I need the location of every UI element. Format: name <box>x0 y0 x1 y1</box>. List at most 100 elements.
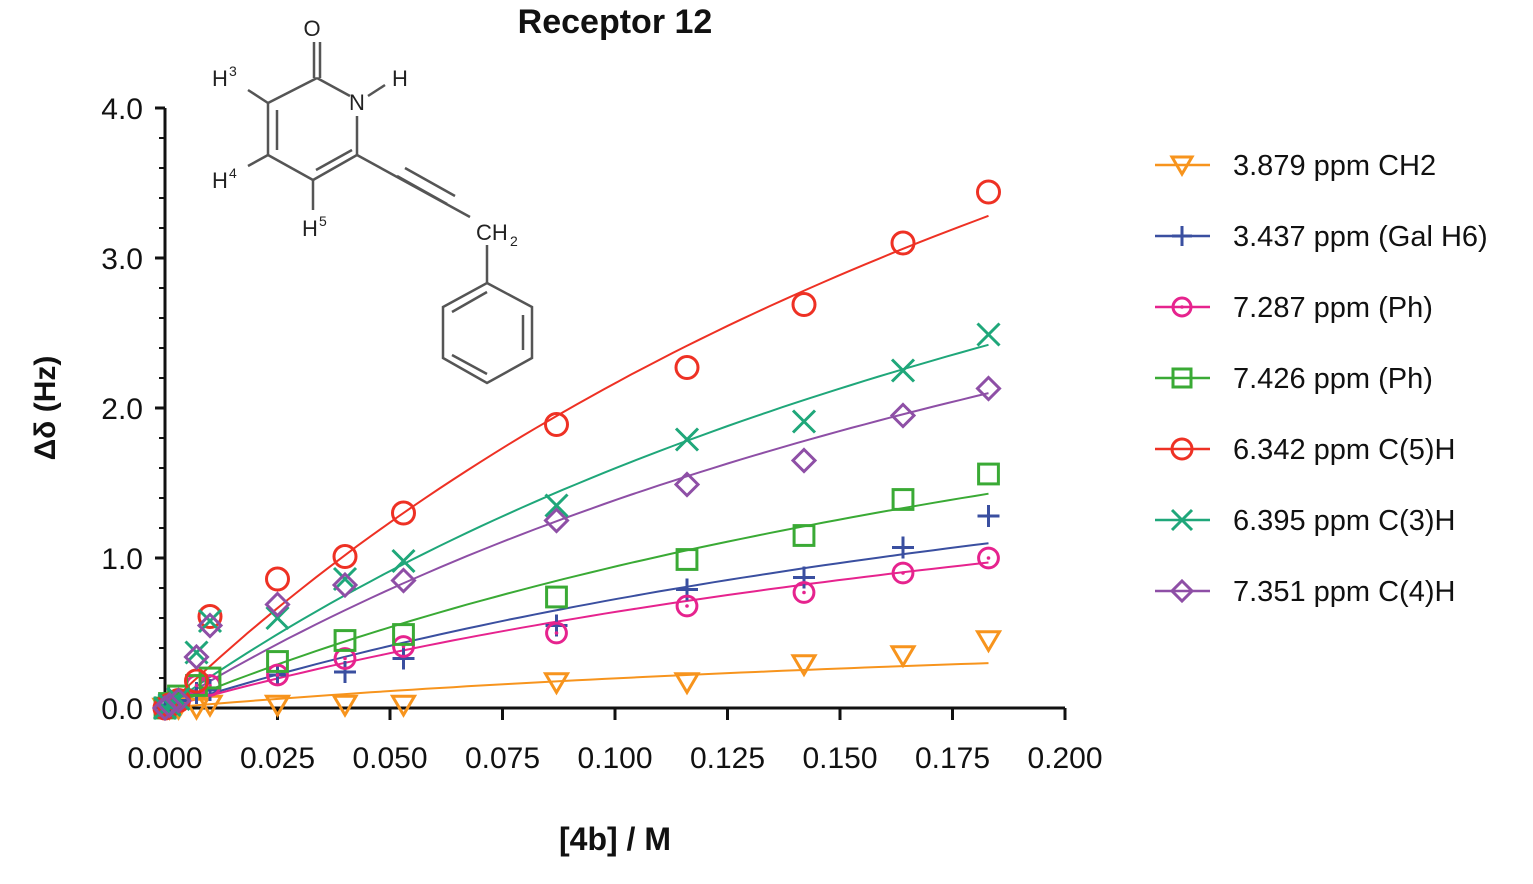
legend-marker <box>1171 296 1193 318</box>
data-point <box>166 686 191 712</box>
legend-label: 7.287 ppm (Ph) <box>1233 292 1433 324</box>
fit-curves <box>164 214 989 709</box>
triangle-down-marker <box>263 694 292 718</box>
circle-marker <box>977 546 1000 570</box>
data-point <box>332 566 358 592</box>
data-point <box>545 585 568 609</box>
data-point <box>892 536 914 559</box>
triangle-down-marker <box>389 694 418 718</box>
data-point <box>392 647 415 670</box>
data-point <box>790 447 818 474</box>
x-axis-label: [4b] / M <box>559 821 671 857</box>
data-point <box>331 694 359 718</box>
chart-title: Receptor 12 <box>518 3 713 41</box>
data-point <box>334 661 356 683</box>
data-point <box>266 650 289 673</box>
diamond-marker <box>975 375 1002 402</box>
dot-marker <box>685 604 689 608</box>
data-point <box>197 604 223 629</box>
data-point <box>675 594 699 618</box>
x-marker-b <box>890 358 916 383</box>
svg-text:H: H <box>302 216 318 241</box>
x-tick-label: 0.025 <box>240 742 315 775</box>
data-point <box>889 402 917 429</box>
circle-marker <box>545 621 568 645</box>
data-point <box>674 427 700 452</box>
triangle-down-marker <box>542 672 571 696</box>
triangle-down-marker <box>974 630 1003 654</box>
data-point <box>544 412 569 437</box>
data-point <box>264 591 291 618</box>
y-tick-label: 3.0 <box>101 243 143 276</box>
data-point <box>198 666 222 690</box>
legend-label: 3.437 ppm (Gal H6) <box>1233 221 1488 253</box>
circle-marker <box>266 663 289 687</box>
legend-marker <box>1169 155 1195 177</box>
fit-curve <box>164 343 989 709</box>
data-point <box>977 546 1000 570</box>
x-marker-b <box>976 322 1001 347</box>
data-point <box>977 462 1000 486</box>
data-point <box>543 507 570 534</box>
svg-text:5: 5 <box>319 213 327 229</box>
circle-marker <box>265 566 290 592</box>
legend-label: 6.342 ppm C(5)H <box>1233 434 1455 466</box>
diamond-marker <box>543 507 570 534</box>
legend-marker <box>1170 508 1194 532</box>
data-point <box>792 581 816 604</box>
svg-text:O: O <box>303 16 320 41</box>
data-point <box>391 548 416 574</box>
legend-marker <box>1169 578 1195 604</box>
x-marker-b <box>1170 508 1194 532</box>
data-point <box>976 322 1001 347</box>
square-marker <box>792 524 816 547</box>
square-marker <box>891 488 915 511</box>
data-point <box>793 566 815 589</box>
legend-label: 3.879 ppm CH2 <box>1233 150 1436 182</box>
diamond-marker <box>790 447 818 474</box>
circle-marker <box>976 179 1001 205</box>
circle-marker <box>674 355 700 380</box>
circle-marker <box>792 581 816 604</box>
data-point <box>265 605 290 631</box>
circle-marker <box>392 635 415 658</box>
dot-marker <box>194 683 199 688</box>
x-marker-b <box>674 427 700 452</box>
data-point <box>791 292 817 317</box>
data-point <box>390 567 417 594</box>
legend: 3.879 ppm CH2 3.437 ppm (Gal H6) 7.287 ppm… <box>1155 150 1488 608</box>
circle-marker <box>332 544 358 569</box>
circle-marker <box>791 292 817 317</box>
data-point <box>389 694 418 718</box>
square-marker <box>266 650 289 673</box>
fit-curve <box>164 542 989 709</box>
square-marker <box>198 666 222 690</box>
data-point <box>891 561 915 585</box>
y-axis-label: Δδ (Hz) <box>29 356 62 461</box>
data-point <box>542 672 571 696</box>
circle-marker <box>333 647 357 670</box>
circle-marker <box>1170 437 1194 461</box>
x-tick-label: 0.075 <box>465 742 540 775</box>
dot-marker <box>554 631 559 635</box>
diamond-marker <box>390 567 417 594</box>
diamond-marker <box>889 402 917 429</box>
y-tick-label: 0.0 <box>101 693 143 726</box>
data-point <box>976 179 1001 205</box>
diamond-marker <box>165 687 192 714</box>
data-point <box>165 687 192 714</box>
circle-marker <box>197 604 223 629</box>
x-tick-label: 0.000 <box>127 742 202 775</box>
data-point <box>156 691 183 719</box>
triangle-down-marker <box>889 645 917 669</box>
x-marker-b <box>265 605 290 631</box>
x-tick-label: 0.050 <box>352 742 427 775</box>
y-tick-label: 1.0 <box>101 543 143 576</box>
x-marker-b <box>391 548 416 574</box>
y-tick-label: 2.0 <box>101 393 143 426</box>
x-marker-b <box>791 409 817 434</box>
data-point <box>790 654 818 678</box>
data-point <box>266 663 289 687</box>
x-marker-b <box>166 686 191 712</box>
